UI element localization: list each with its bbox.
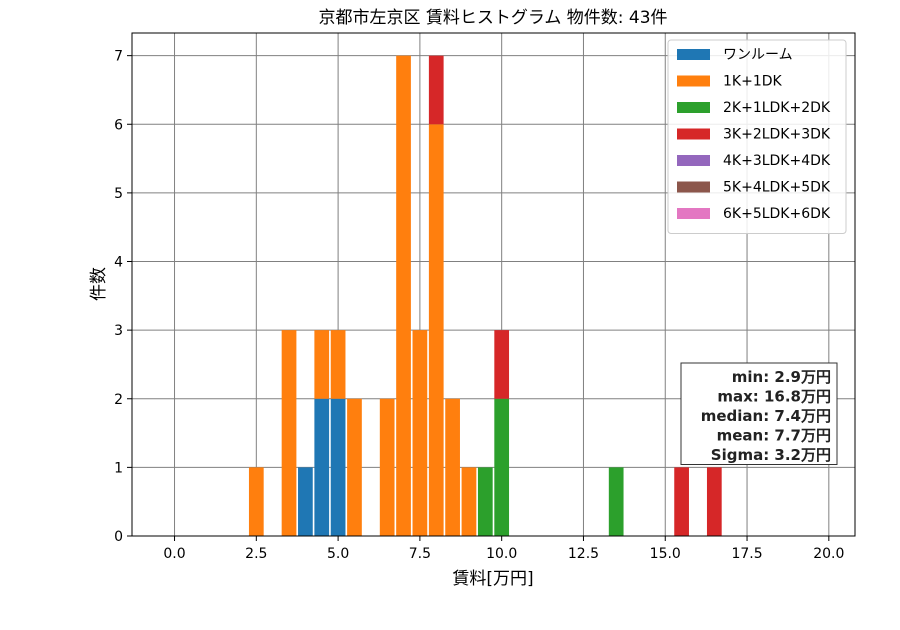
legend-label: 5K+4LDK+5DK: [723, 180, 831, 196]
stats-line: max: 16.8万円: [717, 388, 831, 406]
bar-4: [428, 55, 444, 125]
x-tick-label: 0.0: [163, 546, 185, 562]
legend-label: 2K+1LDK+2DK: [723, 100, 831, 116]
x-axis-label: 賃料[万円]: [452, 569, 533, 589]
bar-2: [445, 398, 460, 536]
stats-box: [680, 362, 838, 465]
bar-3: [494, 398, 510, 536]
x-tick-label: 15.0: [650, 546, 681, 562]
legend-swatch: [677, 49, 710, 60]
y-tick-label: 0: [114, 529, 123, 545]
y-tick-label: 3: [114, 323, 123, 339]
stats-line: median: 7.4万円: [701, 407, 831, 425]
chart-title: 京都市左京区 賃料ヒストグラム 物件数: 43件: [318, 8, 667, 28]
bar-1: [298, 467, 313, 536]
stats-line: Sigma: 3.2万円: [711, 446, 831, 464]
legend-swatch: [677, 128, 710, 140]
legend-swatch: [677, 155, 710, 166]
bar-2: [412, 330, 428, 536]
y-tick-label: 2: [114, 392, 123, 408]
legend-label: 3K+2LDK+3DK: [723, 127, 831, 143]
legend-label: 4K+3LDK+4DK: [723, 153, 831, 169]
bar-2: [248, 467, 264, 536]
y-tick-label: 6: [114, 117, 123, 133]
legend-swatch: [677, 208, 710, 219]
legend-box: [667, 39, 847, 234]
plot-frame: [131, 32, 856, 537]
bar-2: [314, 330, 330, 399]
legend-label: 6K+5LDK+6DK: [723, 206, 831, 222]
y-tick-label: 5: [114, 186, 123, 202]
bar-2: [379, 398, 395, 536]
x-tick-label: 7.5: [409, 546, 431, 562]
x-tick-label: 17.5: [731, 546, 762, 562]
bar-4: [494, 330, 510, 399]
y-axis-label: 件数: [89, 267, 109, 301]
y-tick-label: 1: [114, 460, 123, 476]
x-tick-label: 20.0: [813, 546, 844, 562]
x-tick-label: 10.0: [486, 546, 517, 562]
y-tick-label: 4: [114, 255, 123, 271]
stats-line: min: 2.9万円: [732, 368, 831, 386]
bar-2: [428, 124, 444, 536]
bar-2: [281, 330, 297, 536]
legend-label: 1K+1DK: [723, 74, 783, 90]
stats-line: mean: 7.7万円: [717, 427, 831, 445]
bar-3: [477, 467, 493, 536]
y-tick-label: 7: [114, 49, 123, 65]
x-tick-label: 5.0: [327, 546, 349, 562]
bar-2: [396, 55, 411, 536]
plot-area: 0.0 2.5 5.0 7.5 10.0 12.5 15.0 17.5 20.0 0 1 2 3 4 5 6 7…: [114, 32, 856, 562]
bar-2: [347, 398, 362, 536]
bar-2: [461, 467, 477, 536]
bar-1: [330, 398, 346, 536]
bar-4: [706, 467, 722, 536]
legend-label: ワンルーム: [723, 47, 793, 63]
legend-swatch: [677, 181, 710, 193]
x-tick-label: 12.5: [568, 546, 599, 562]
bar-2: [330, 330, 346, 399]
x-tick-label: 2.5: [245, 546, 267, 562]
bar-4: [674, 467, 689, 536]
legend-swatch: [677, 75, 710, 87]
legend-swatch: [677, 102, 710, 113]
bar-3: [608, 467, 624, 536]
bar-1: [314, 398, 330, 536]
